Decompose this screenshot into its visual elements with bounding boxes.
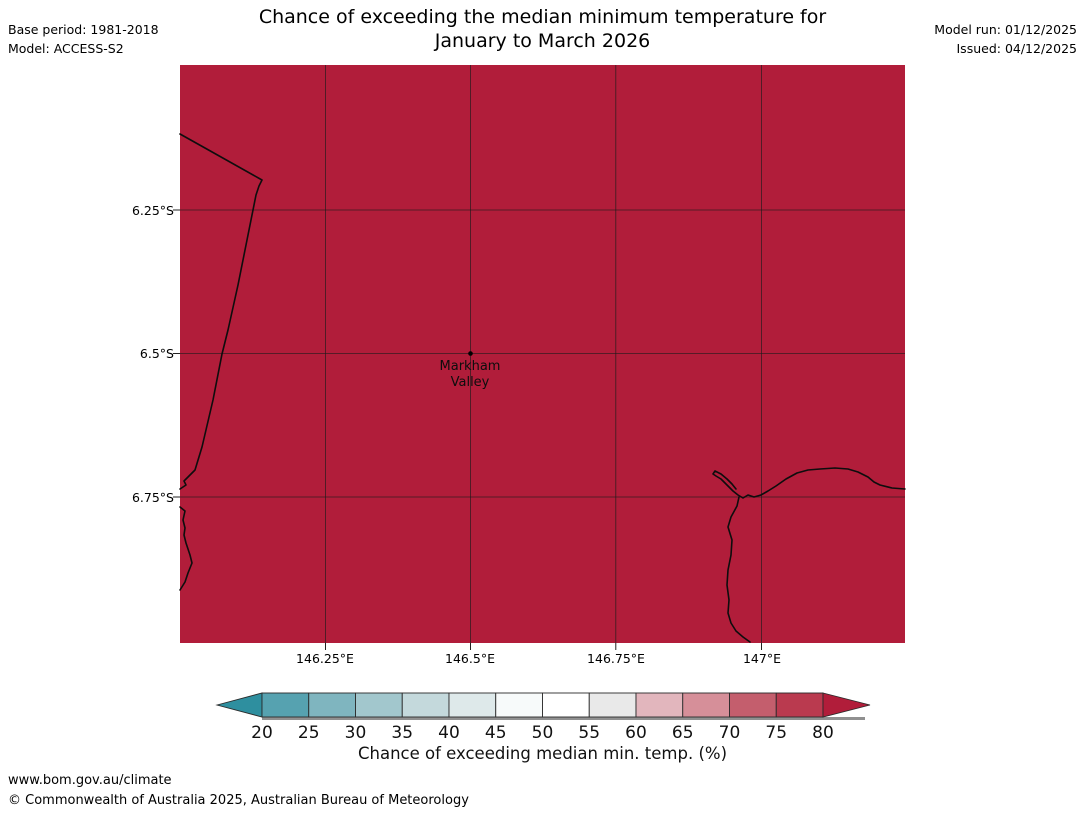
model-metadata-right: Model run: 01/12/2025 Issued: 04/12/2025 bbox=[934, 20, 1077, 58]
base-period-text: Base period: 1981-2018 bbox=[8, 22, 159, 37]
x-axis-tick-label: 146.5°E bbox=[445, 651, 495, 666]
y-axis-tick-label: 6.25°S bbox=[131, 203, 174, 218]
marker-label-line-1: Markham bbox=[439, 359, 501, 374]
colorbar-tick-label: 70 bbox=[719, 723, 741, 743]
page-title: Chance of exceeding the median minimum t… bbox=[0, 5, 1085, 53]
map-graticule-and-coastline bbox=[173, 65, 906, 650]
colorbar-tick-label: 20 bbox=[251, 723, 273, 743]
title-line-1: Chance of exceeding the median minimum t… bbox=[258, 6, 827, 28]
bom-url-text: www.bom.gov.au/climate bbox=[8, 773, 172, 788]
colorbar-scale: 20 25 30 35 40 45 50 55 60 65 70 75 80 bbox=[215, 692, 871, 743]
y-axis-tick-label: 6.75°S bbox=[131, 490, 174, 505]
title-line-2: January to March 2026 bbox=[434, 30, 651, 52]
marker-label: Markham Valley bbox=[440, 359, 501, 391]
colorbar-tick-label: 40 bbox=[438, 723, 460, 743]
colorbar-tick-label: 30 bbox=[345, 723, 367, 743]
issued-date-text: Issued: 04/12/2025 bbox=[956, 41, 1078, 56]
x-axis-tick-label: 147°E bbox=[742, 651, 781, 666]
x-axis-tick-label: 146.25°E bbox=[296, 651, 354, 666]
colorbar-tick-label: 35 bbox=[391, 723, 413, 743]
colorbar: 20 25 30 35 40 45 50 55 60 65 70 75 80 bbox=[215, 690, 875, 748]
colorbar-tick-label: 75 bbox=[765, 723, 787, 743]
colorbar-tick-label: 25 bbox=[298, 723, 320, 743]
x-axis-tick-label: 146.75°E bbox=[587, 651, 645, 666]
model-metadata-left: Base period: 1981-2018 Model: ACCESS-S2 bbox=[8, 20, 159, 58]
colorbar-tick-label: 80 bbox=[812, 723, 834, 743]
colorbar-tick-label: 55 bbox=[578, 723, 600, 743]
colorbar-tick-label: 50 bbox=[532, 723, 554, 743]
colorbar-tick-label: 65 bbox=[672, 723, 694, 743]
map-area: Markham Valley bbox=[173, 65, 906, 650]
model-run-text: Model run: 01/12/2025 bbox=[934, 22, 1077, 37]
colorbar-tick-label: 60 bbox=[625, 723, 647, 743]
y-axis-tick-label: 6.5°S bbox=[139, 346, 174, 361]
model-name-text: Model: ACCESS-S2 bbox=[8, 41, 124, 56]
copyright-text: © Commonwealth of Australia 2025, Austra… bbox=[8, 793, 469, 808]
marker-label-line-2: Valley bbox=[450, 375, 490, 390]
colorbar-tick-label: 45 bbox=[485, 723, 507, 743]
colorbar-label: Chance of exceeding median min. temp. (%… bbox=[357, 744, 728, 763]
